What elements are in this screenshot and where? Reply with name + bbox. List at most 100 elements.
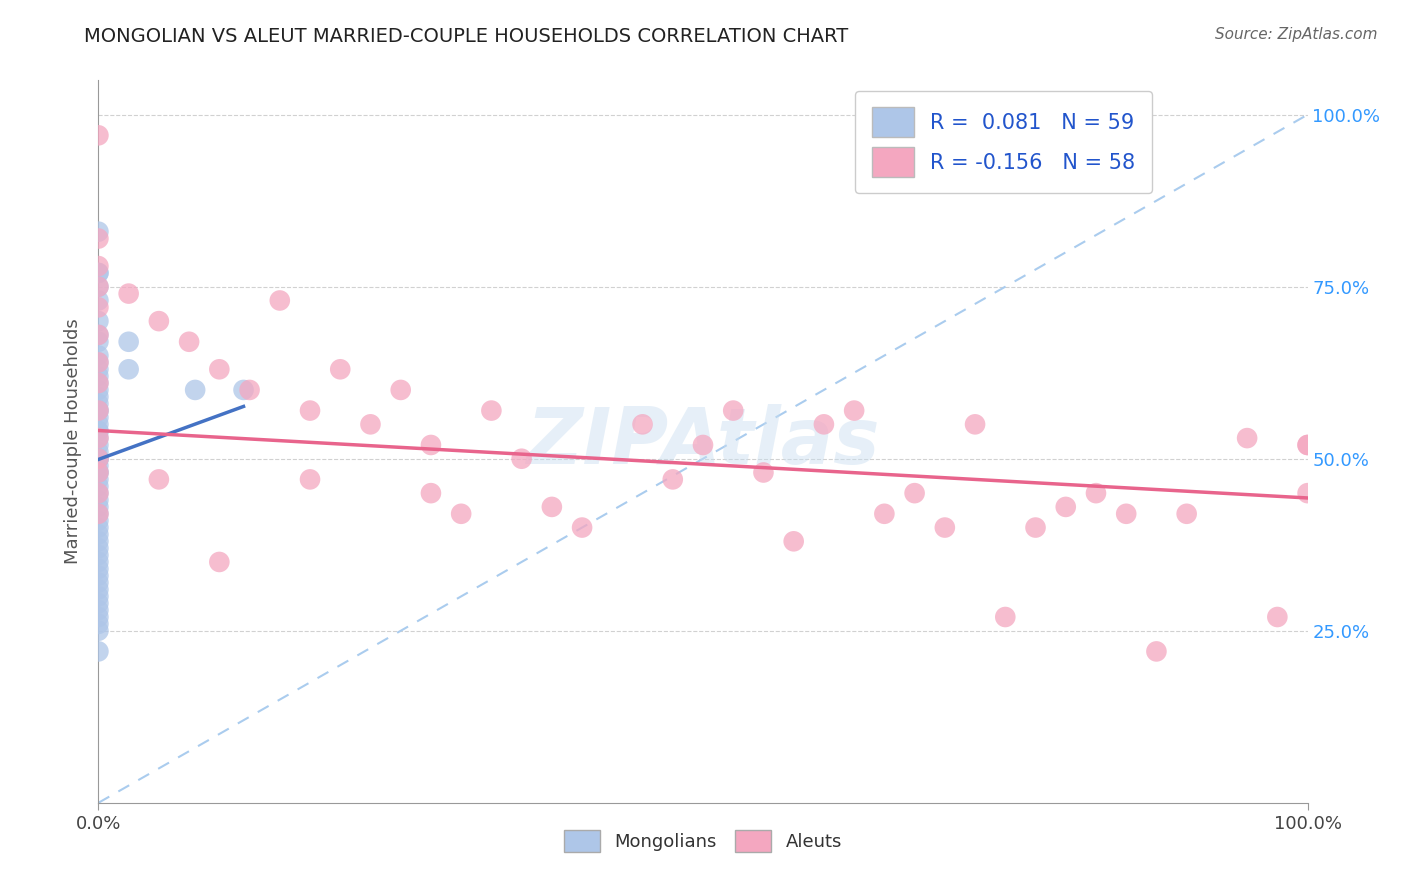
- Point: [87, 390, 110, 404]
- Point: [420, 486, 443, 500]
- Point: [87, 403, 110, 417]
- Point: [87, 259, 110, 273]
- Point: [87, 438, 110, 452]
- Point: [87, 624, 110, 638]
- Point: [87, 507, 110, 521]
- Point: [87, 590, 110, 604]
- Point: [87, 376, 110, 390]
- Point: [87, 403, 110, 417]
- Point: [1054, 500, 1077, 514]
- Point: [510, 451, 533, 466]
- Point: [87, 472, 110, 486]
- Point: [118, 334, 141, 349]
- Point: [571, 520, 593, 534]
- Point: [87, 603, 110, 617]
- Point: [661, 472, 683, 486]
- Point: [87, 507, 110, 521]
- Point: [965, 417, 987, 432]
- Point: [87, 266, 110, 280]
- Point: [1085, 486, 1108, 500]
- Point: [179, 334, 201, 349]
- Point: [87, 568, 110, 582]
- Point: [87, 514, 110, 528]
- Point: [1296, 486, 1319, 500]
- Point: [813, 417, 835, 432]
- Point: [87, 410, 110, 425]
- Point: [87, 279, 110, 293]
- Point: [87, 527, 110, 541]
- Point: [87, 486, 110, 500]
- Point: [692, 438, 714, 452]
- Point: [299, 472, 322, 486]
- Point: [87, 293, 110, 308]
- Point: [87, 445, 110, 459]
- Point: [994, 610, 1017, 624]
- Point: [420, 438, 443, 452]
- Point: [299, 403, 322, 417]
- Point: [87, 355, 110, 369]
- Point: [87, 417, 110, 432]
- Point: [87, 376, 110, 390]
- Point: [1267, 610, 1289, 624]
- Point: [631, 417, 654, 432]
- Point: [87, 279, 110, 293]
- Point: [87, 596, 110, 610]
- Point: [87, 231, 110, 245]
- Point: [752, 466, 775, 480]
- Point: [87, 327, 110, 342]
- Point: [87, 362, 110, 376]
- Text: MONGOLIAN VS ALEUT MARRIED-COUPLE HOUSEHOLDS CORRELATION CHART: MONGOLIAN VS ALEUT MARRIED-COUPLE HOUSEH…: [84, 27, 849, 45]
- Point: [1296, 438, 1319, 452]
- Point: [87, 397, 110, 411]
- Point: [87, 451, 110, 466]
- Point: [87, 225, 110, 239]
- Text: Source: ZipAtlas.com: Source: ZipAtlas.com: [1215, 27, 1378, 42]
- Point: [87, 616, 110, 631]
- Point: [87, 486, 110, 500]
- Point: [232, 383, 254, 397]
- Point: [481, 403, 503, 417]
- Point: [87, 575, 110, 590]
- Point: [329, 362, 352, 376]
- Point: [87, 555, 110, 569]
- Text: ZIPAtlas: ZIPAtlas: [526, 403, 880, 480]
- Point: [450, 507, 472, 521]
- Point: [87, 327, 110, 342]
- Point: [87, 424, 110, 438]
- Point: [87, 520, 110, 534]
- Point: [118, 362, 141, 376]
- Point: [148, 314, 170, 328]
- Point: [87, 548, 110, 562]
- Point: [1236, 431, 1258, 445]
- Point: [1296, 438, 1319, 452]
- Point: [87, 610, 110, 624]
- Point: [87, 582, 110, 597]
- Point: [1024, 520, 1046, 534]
- Point: [723, 403, 745, 417]
- Point: [1115, 507, 1137, 521]
- Point: [87, 479, 110, 493]
- Point: [87, 128, 110, 143]
- Point: [87, 451, 110, 466]
- Point: [87, 500, 110, 514]
- Point: [87, 466, 110, 480]
- Point: [87, 314, 110, 328]
- Point: [87, 493, 110, 508]
- Point: [148, 472, 170, 486]
- Point: [782, 534, 804, 549]
- Point: [87, 451, 110, 466]
- Point: [389, 383, 412, 397]
- Point: [239, 383, 262, 397]
- Point: [1146, 644, 1168, 658]
- Point: [87, 266, 110, 280]
- Point: [87, 458, 110, 473]
- Point: [87, 541, 110, 556]
- Point: [87, 301, 110, 315]
- Point: [208, 555, 231, 569]
- Point: [87, 424, 110, 438]
- Point: [844, 403, 866, 417]
- Point: [1175, 507, 1198, 521]
- Point: [87, 534, 110, 549]
- Point: [873, 507, 896, 521]
- Point: [87, 451, 110, 466]
